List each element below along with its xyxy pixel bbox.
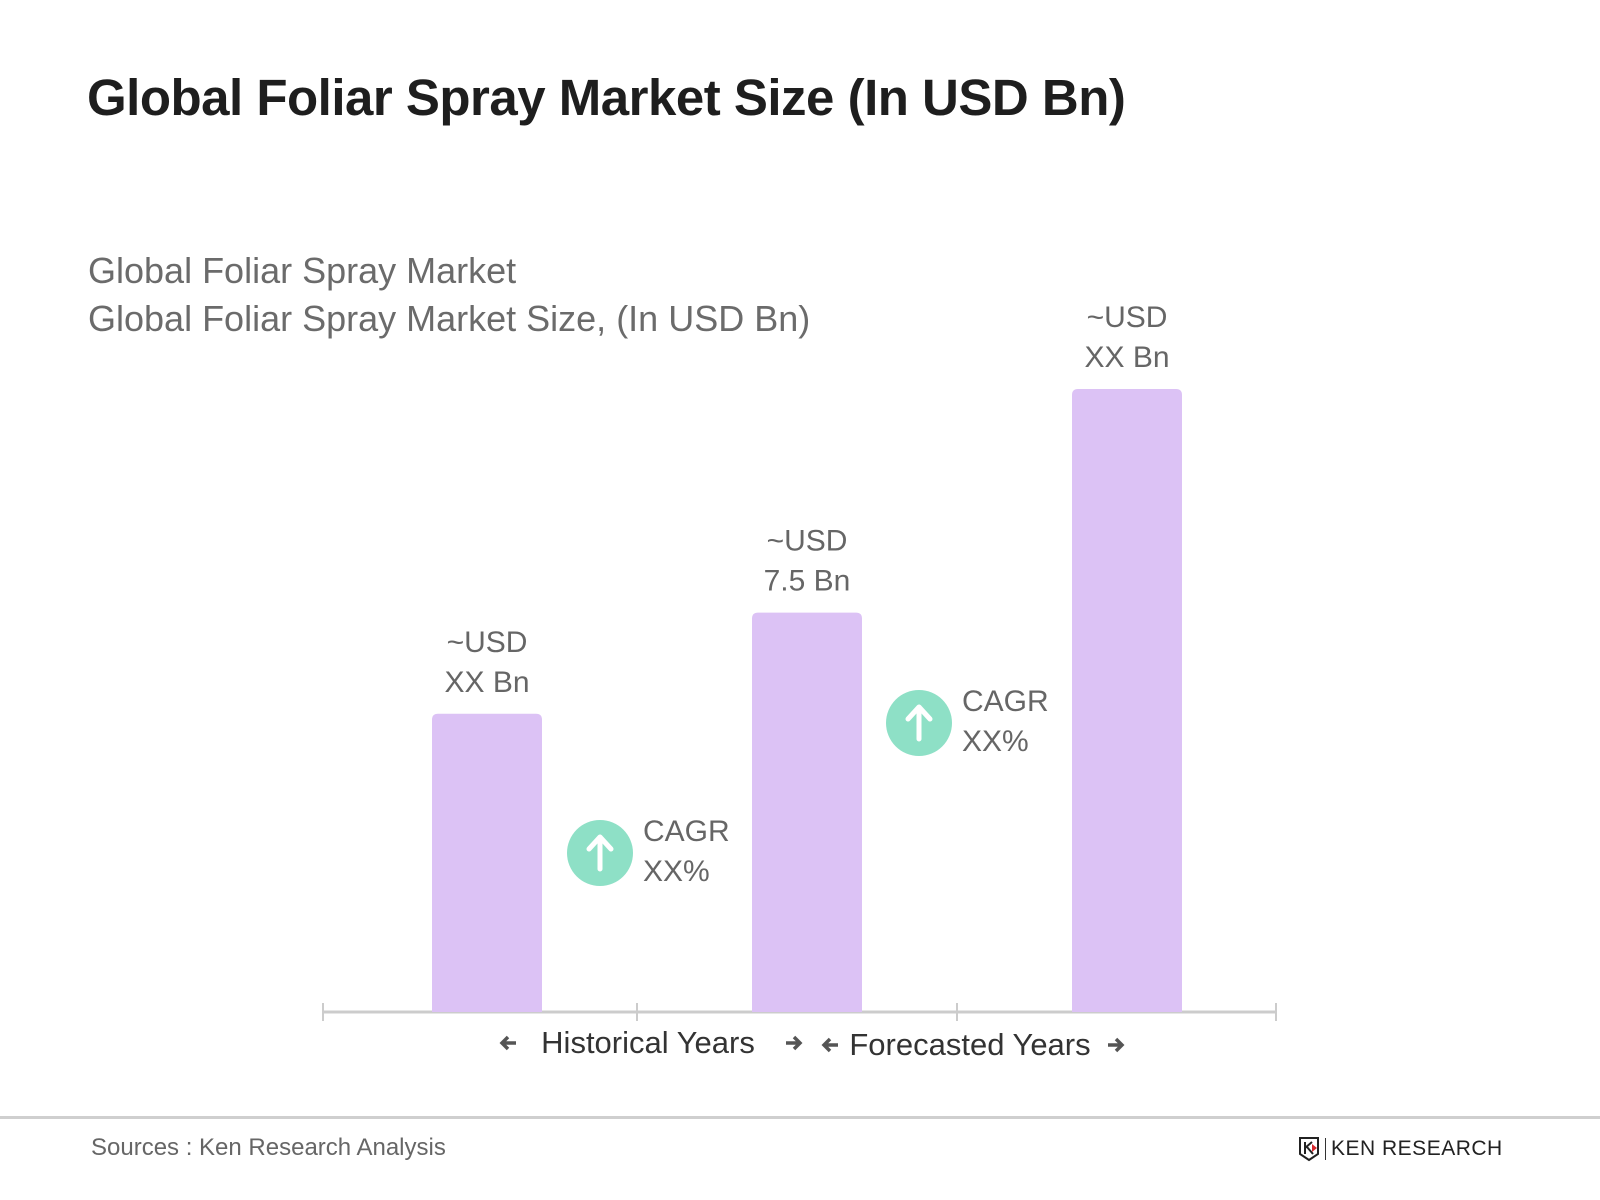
bar	[752, 612, 862, 1012]
cagr-value: XX%	[962, 725, 1029, 758]
arrow-up-icon	[905, 704, 933, 742]
period-label: Historical Years	[541, 1025, 755, 1060]
logo-shield-icon	[1299, 1137, 1319, 1162]
cagr-label: CAGR	[643, 815, 730, 848]
data-label: ~USD	[767, 525, 848, 558]
ken-research-logo: KEN RESEARCH	[1298, 1136, 1503, 1162]
source-note: Sources : Ken Research Analysis	[91, 1134, 446, 1161]
arrow-left-icon	[499, 1035, 516, 1051]
arrow-right-icon	[786, 1035, 803, 1051]
arrow-up-icon	[586, 834, 614, 872]
logo-separator	[1325, 1138, 1326, 1160]
data-label: XX Bn	[444, 666, 529, 699]
chart-subtitle-2: Global Foliar Spray Market Size, (In USD…	[88, 298, 811, 339]
cagr-label: CAGR	[962, 685, 1049, 718]
chart-subtitle: Global Foliar Spray Market	[88, 250, 517, 291]
data-label: ~USD	[447, 626, 528, 659]
cagr-value: XX%	[643, 855, 710, 888]
data-label: XX Bn	[1084, 341, 1169, 374]
chart-title: Global Foliar Spray Market Size (In USD …	[87, 69, 1126, 126]
arrow-right-icon	[1108, 1037, 1125, 1053]
logo-text: KEN RESEARCH	[1331, 1137, 1503, 1160]
footer-divider	[0, 1116, 1600, 1119]
arrow-left-icon	[821, 1037, 838, 1053]
data-label: 7.5 Bn	[764, 565, 851, 598]
bar-chart: ~USD XX Bn ~USD 7.5 Bn ~USD XX Bn CAGR XX% CAGR X…	[322, 301, 1277, 1062]
period-label: Forecasted Years	[849, 1027, 1090, 1062]
data-label: ~USD	[1087, 301, 1168, 334]
bar	[1072, 389, 1182, 1012]
bar	[432, 713, 542, 1012]
